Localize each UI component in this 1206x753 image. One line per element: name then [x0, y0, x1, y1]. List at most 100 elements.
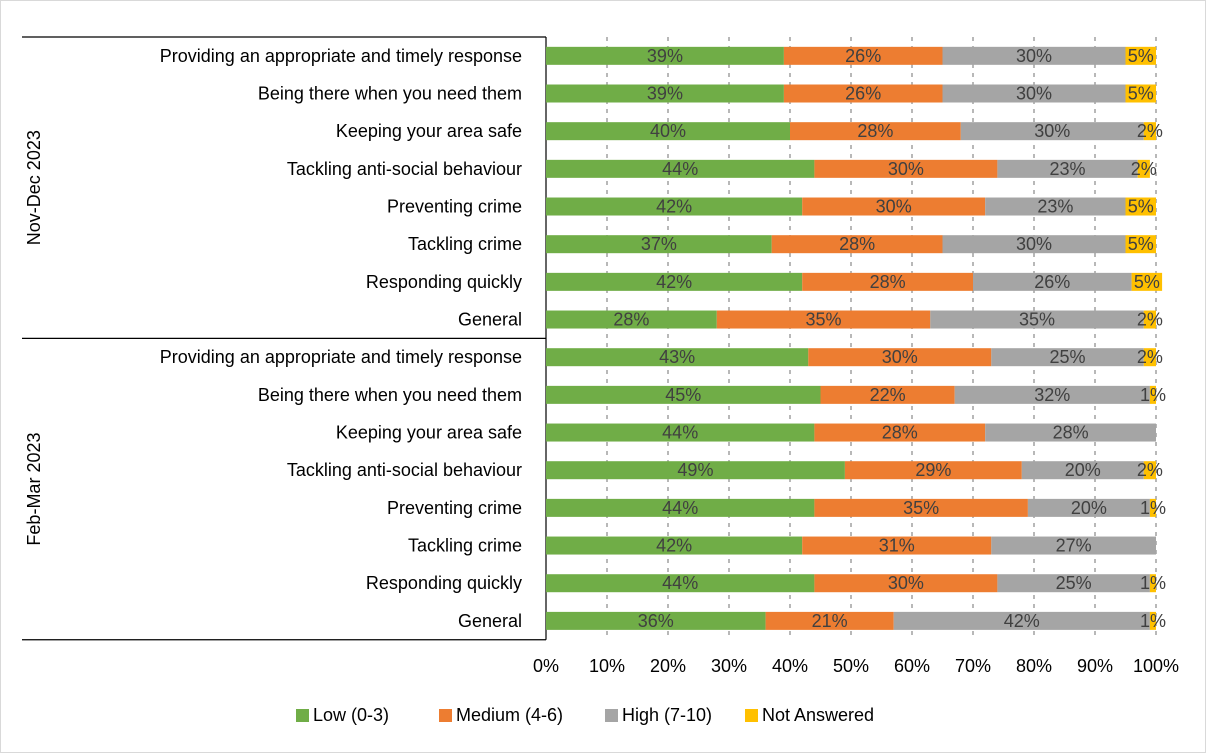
data-label: 39%	[647, 84, 683, 104]
data-label: 26%	[845, 84, 881, 104]
category-label: Preventing crime	[387, 197, 522, 217]
category-label: General	[458, 310, 522, 330]
category-label: Being there when you need them	[258, 385, 522, 405]
data-label: 30%	[888, 159, 924, 179]
category-label: General	[458, 611, 522, 631]
data-label: 20%	[1065, 460, 1101, 480]
x-tick-label: 60%	[894, 656, 930, 676]
category-label: Being there when you need them	[258, 84, 522, 104]
data-label: 44%	[662, 498, 698, 518]
data-label: 20%	[1071, 498, 1107, 518]
category-label: Tackling anti-social behaviour	[287, 159, 522, 179]
data-label: 1%	[1140, 385, 1166, 405]
data-label: 25%	[1050, 347, 1086, 367]
group-label: Feb-Mar 2023	[24, 433, 44, 546]
category-label: Responding quickly	[366, 272, 522, 292]
data-label: 30%	[1016, 46, 1052, 66]
data-label: 28%	[613, 310, 649, 330]
data-label: 2%	[1137, 347, 1163, 367]
legend-swatch	[605, 709, 618, 722]
x-tick-label: 20%	[650, 656, 686, 676]
data-label: 23%	[1050, 159, 1086, 179]
data-label: 44%	[662, 573, 698, 593]
data-label: 2%	[1137, 310, 1163, 330]
data-label: 28%	[857, 121, 893, 141]
data-label: 30%	[876, 197, 912, 217]
x-tick-label: 70%	[955, 656, 991, 676]
data-label: 28%	[882, 423, 918, 443]
data-label: 30%	[1016, 84, 1052, 104]
data-label: 2%	[1137, 121, 1163, 141]
data-label: 30%	[888, 573, 924, 593]
x-tick-label: 90%	[1077, 656, 1113, 676]
category-label: Responding quickly	[366, 573, 522, 593]
data-label: 5%	[1128, 234, 1154, 254]
data-label: 26%	[845, 46, 881, 66]
data-label: 5%	[1128, 46, 1154, 66]
data-label: 44%	[662, 159, 698, 179]
legend-label: Low (0-3)	[313, 705, 389, 725]
data-label: 27%	[1056, 536, 1092, 556]
data-label: 42%	[656, 272, 692, 292]
data-label: 29%	[915, 460, 951, 480]
data-label: 32%	[1034, 385, 1070, 405]
category-label: Tackling crime	[408, 234, 522, 254]
data-label: 28%	[1053, 423, 1089, 443]
data-label: 21%	[812, 611, 848, 631]
category-label: Providing an appropriate and timely resp…	[160, 347, 522, 367]
data-label: 49%	[677, 460, 713, 480]
data-label: 30%	[882, 347, 918, 367]
data-label: 42%	[1004, 611, 1040, 631]
x-tick-label: 0%	[533, 656, 559, 676]
data-label: 28%	[870, 272, 906, 292]
legend-swatch	[439, 709, 452, 722]
data-label: 42%	[656, 197, 692, 217]
data-label: 1%	[1140, 498, 1166, 518]
data-label: 35%	[903, 498, 939, 518]
legend-label: Medium (4-6)	[456, 705, 563, 725]
data-label: 40%	[650, 121, 686, 141]
x-tick-label: 100%	[1133, 656, 1179, 676]
category-label: Tackling crime	[408, 536, 522, 556]
legend-label: High (7-10)	[622, 705, 712, 725]
data-label: 5%	[1128, 197, 1154, 217]
data-label: 1%	[1140, 573, 1166, 593]
category-label: Keeping your area safe	[336, 423, 522, 443]
x-tick-label: 30%	[711, 656, 747, 676]
data-label: 28%	[839, 234, 875, 254]
legend-swatch	[745, 709, 758, 722]
legend-swatch	[296, 709, 309, 722]
data-label: 26%	[1034, 272, 1070, 292]
data-label: 30%	[1016, 234, 1052, 254]
data-label: 22%	[870, 385, 906, 405]
data-label: 35%	[806, 310, 842, 330]
data-label: 1%	[1140, 611, 1166, 631]
x-tick-label: 50%	[833, 656, 869, 676]
data-label: 39%	[647, 46, 683, 66]
data-label: 5%	[1134, 272, 1160, 292]
data-label: 25%	[1056, 573, 1092, 593]
x-tick-label: 80%	[1016, 656, 1052, 676]
data-label: 23%	[1037, 197, 1073, 217]
category-label: Tackling anti-social behaviour	[287, 460, 522, 480]
x-tick-label: 10%	[589, 656, 625, 676]
data-label: 31%	[879, 536, 915, 556]
category-label: Keeping your area safe	[336, 121, 522, 141]
legend-label: Not Answered	[762, 705, 874, 725]
data-label: 42%	[656, 536, 692, 556]
data-label: 35%	[1019, 310, 1055, 330]
data-label: 44%	[662, 423, 698, 443]
x-tick-label: 40%	[772, 656, 808, 676]
group-label: Nov-Dec 2023	[24, 130, 44, 245]
data-label: 2%	[1137, 460, 1163, 480]
data-label: 37%	[641, 234, 677, 254]
data-label: 45%	[665, 385, 701, 405]
data-label: 30%	[1034, 121, 1070, 141]
data-label: 5%	[1128, 84, 1154, 104]
data-label: 43%	[659, 347, 695, 367]
data-label: 36%	[638, 611, 674, 631]
category-label: Preventing crime	[387, 498, 522, 518]
category-label: Providing an appropriate and timely resp…	[160, 46, 522, 66]
data-label: 2%	[1131, 159, 1157, 179]
